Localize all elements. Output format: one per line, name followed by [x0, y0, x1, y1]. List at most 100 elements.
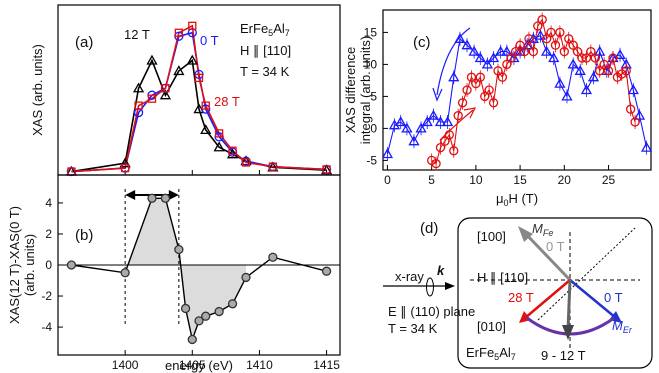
b-range-head-left	[125, 190, 136, 200]
b-point-11	[241, 272, 251, 283]
sub-7: 7	[285, 28, 290, 38]
c-x-ticklabel-5: 5	[428, 173, 435, 187]
c-point-1-31	[564, 34, 574, 44]
c-point-1-6	[453, 110, 463, 121]
panel-c-series	[381, 12, 653, 171]
c-point-1-41	[608, 53, 618, 63]
panel-a: (a) XAS (arb. units) 12 T 0 T 28 T ErFe5…	[30, 4, 341, 177]
a-point-2-5	[174, 28, 184, 37]
xray-label: x-ray	[395, 269, 424, 284]
c-point-1-29	[555, 27, 565, 38]
c-point-1-40	[603, 66, 614, 76]
panel-d: (d) MFe 0 T [100] H ∥ [110] [010] 28 T 0…	[383, 217, 653, 369]
fe-sub: Fe	[543, 228, 554, 238]
b-x-ticklabel-1400: 1400	[112, 358, 139, 372]
c-point-0-7	[427, 109, 440, 120]
c-point-0-25	[548, 52, 560, 63]
legend-0t: 0 T	[200, 33, 219, 48]
b-x-ticklabel-1410: 1410	[246, 358, 273, 372]
dir-010: [010]	[477, 319, 506, 334]
b-y-ticklabel-2: 2	[45, 227, 52, 241]
b-point-2	[147, 193, 157, 203]
c-point-1-25	[537, 14, 547, 25]
field-0t-right: 0 T	[604, 290, 623, 305]
c-point-0-16	[487, 52, 500, 63]
panel-b-ticks: 1400 1405 1410 1415 -4 -2 0 2 4	[41, 196, 340, 372]
b-y-ticklabel-4: 4	[45, 196, 52, 210]
c-point-1-12	[480, 91, 490, 102]
c-point-0-30	[580, 84, 593, 95]
cmp-sub5: 5	[494, 352, 499, 362]
c-point-1-19	[511, 46, 521, 57]
sweep-up-arrow	[436, 27, 471, 96]
c-point-1-24	[533, 21, 543, 31]
m-12t-arrow	[566, 279, 572, 331]
b-point-0	[66, 260, 77, 270]
c-point-0-39	[640, 141, 653, 152]
a-point-0-5	[173, 65, 185, 76]
dir-100: [100]	[477, 229, 506, 244]
c-point-0-29	[574, 64, 586, 75]
b-point-5	[180, 303, 191, 314]
m-fe-head	[518, 226, 533, 242]
a-point-0-2	[132, 82, 145, 93]
panel-b-ylabel2: (arb. units)	[22, 234, 37, 296]
b-area	[125, 198, 246, 340]
a-point-2-1	[120, 163, 130, 173]
m-fe-label: MFe	[532, 221, 553, 238]
panel-c-xlabel: μ0H (T)	[496, 191, 538, 208]
c-point-0-9	[441, 116, 454, 127]
c-point-1-11	[475, 72, 485, 82]
panel-a-frame	[57, 4, 341, 176]
c-point-1-21	[519, 46, 530, 57]
c-point-1-5	[449, 146, 459, 156]
c-point-1-13	[484, 85, 494, 95]
c-point-0-14	[474, 52, 486, 63]
panel-a-field: H ∥ [110]	[240, 43, 291, 58]
c-x-ticklabel-20: 20	[558, 173, 572, 187]
a-point-2-9	[214, 129, 224, 138]
b-y-ticklabel--4: -4	[41, 320, 52, 334]
c-point-1-34	[577, 53, 587, 63]
panel-d-label: (d)	[420, 220, 438, 237]
c-point-0-5	[415, 122, 427, 133]
b-point-9	[214, 306, 224, 317]
c-point-0-10	[448, 71, 460, 82]
field-range: 9 - 12 T	[541, 348, 586, 363]
c-point-0-0	[381, 148, 394, 159]
sweep-down-head	[463, 107, 477, 119]
panel-c: 0 5 10 15 20 25 -5 0 5 10 15 (c) XAS difference in…	[343, 9, 653, 208]
cmp-al: Al	[499, 345, 511, 360]
c-point-1-27	[546, 27, 556, 38]
c-point-0-6	[421, 116, 433, 127]
c-point-1-18	[506, 53, 516, 63]
c-point-1-45	[626, 104, 636, 114]
a-point-2-3	[147, 94, 157, 103]
b-y-ticklabel--2: -2	[41, 289, 52, 303]
c-point-1-35	[581, 53, 592, 63]
b-point-4	[174, 244, 184, 255]
c-x-ticklabel-25: 25	[602, 173, 616, 187]
b-point-1	[120, 268, 130, 278]
panel-b: 1400 1405 1410 1415 -4 -2 0 2 4 (b) XAS(12 T)-XA…	[7, 174, 341, 373]
m-0t-arrow	[569, 279, 617, 319]
c-y-ticklabel-0: 0	[370, 121, 377, 135]
c-point-1-28	[550, 40, 561, 50]
xray-head	[445, 282, 455, 290]
c-point-1-23	[528, 46, 539, 57]
c-point-0-2	[395, 116, 407, 127]
c-point-1-26	[541, 34, 552, 44]
c-point-1-3	[440, 136, 450, 146]
panel-a-ticks	[124, 170, 328, 175]
c-point-0-26	[554, 77, 566, 88]
c-point-1-36	[586, 46, 596, 57]
c-x-ticklabel-10: 10	[469, 173, 483, 187]
mu-rest: H (T)	[508, 191, 538, 206]
c-point-0-15	[481, 58, 493, 69]
field-dir: H ∥ [110]	[477, 270, 528, 285]
c-point-1-17	[502, 59, 512, 70]
b-point-3	[160, 193, 171, 203]
a-point-2-7	[194, 73, 204, 83]
c-point-1-2	[435, 142, 446, 153]
